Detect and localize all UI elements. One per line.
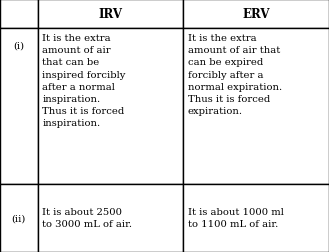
Text: It is about 2500
to 3000 mL of air.: It is about 2500 to 3000 mL of air. <box>42 207 132 229</box>
Text: IRV: IRV <box>99 8 123 21</box>
Text: It is the extra
amount of air that
can be expired
forcibly after a
normal expira: It is the extra amount of air that can b… <box>188 34 282 116</box>
Text: It is about 1000 ml
to 1100 mL of air.: It is about 1000 ml to 1100 mL of air. <box>188 207 284 229</box>
Text: It is the extra
amount of air
that can be
inspired forcibly
after a normal
inspi: It is the extra amount of air that can b… <box>42 34 125 128</box>
Bar <box>0 0 38 29</box>
Text: (ii): (ii) <box>12 213 26 223</box>
Bar <box>38 184 184 252</box>
Bar <box>0 29 38 184</box>
Bar <box>38 29 184 184</box>
Bar <box>184 184 329 252</box>
Bar <box>184 29 329 184</box>
Bar <box>38 0 184 29</box>
Text: (i): (i) <box>13 42 24 51</box>
Text: ERV: ERV <box>242 8 270 21</box>
Bar <box>0 184 38 252</box>
Bar <box>184 0 329 29</box>
